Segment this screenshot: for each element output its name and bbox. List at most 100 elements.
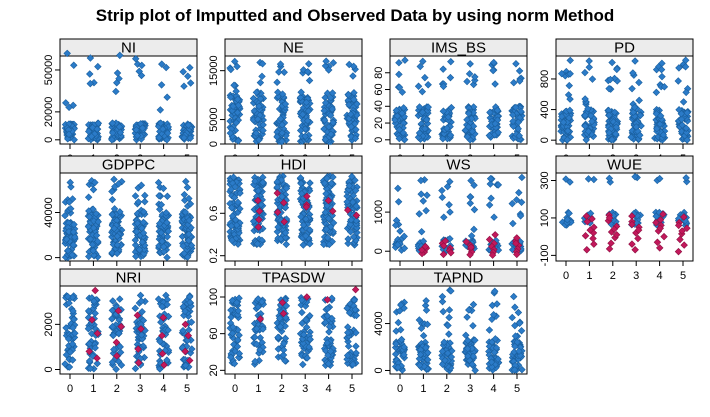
observed-point	[252, 88, 261, 97]
observed-point	[682, 124, 690, 132]
observed-point	[278, 121, 286, 129]
observed-point	[252, 340, 261, 348]
x-tick-label: 0	[563, 270, 569, 282]
chart-title: Strip plot of Imputted and Observed Data…	[95, 6, 615, 25]
observed-point	[326, 111, 335, 119]
imputed-point	[581, 231, 590, 240]
observed-point	[299, 360, 307, 369]
observed-point	[566, 56, 574, 65]
panel-strip-label: IMS_BS	[431, 40, 486, 57]
observed-point	[251, 357, 259, 366]
observed-point	[113, 241, 122, 249]
observed-point	[92, 210, 100, 218]
observed-point	[137, 331, 146, 339]
observed-point	[352, 342, 360, 350]
observed-point	[302, 315, 310, 324]
observed-point	[511, 332, 520, 340]
x-tick-label: 1	[586, 270, 592, 282]
observed-point	[588, 117, 596, 126]
observed-point	[135, 245, 144, 254]
observed-point	[188, 345, 196, 353]
observed-point	[447, 57, 455, 66]
observed-point	[108, 315, 116, 323]
observed-point	[493, 300, 501, 308]
x-tick-label: 1	[90, 383, 96, 395]
observed-point	[344, 239, 352, 248]
imputed-point	[656, 244, 664, 252]
observed-point	[660, 83, 669, 91]
panel-strip-label: HDI	[281, 157, 307, 174]
observed-point	[518, 173, 526, 182]
observed-point	[229, 323, 237, 331]
observed-point	[517, 198, 526, 206]
observed-point	[134, 198, 143, 206]
observed-point	[163, 356, 171, 364]
y-tick-label: 0	[373, 248, 385, 254]
observed-point	[682, 88, 690, 97]
observed-point	[351, 186, 360, 195]
observed-point	[69, 324, 77, 332]
imputed-point	[112, 338, 121, 347]
observed-point	[117, 132, 125, 140]
observed-point	[439, 307, 447, 316]
observed-point	[305, 343, 313, 351]
imputed-point	[628, 240, 636, 248]
observed-point	[275, 68, 283, 76]
observed-point	[301, 132, 309, 141]
observed-point	[517, 326, 526, 335]
observed-point	[489, 311, 498, 319]
observed-point	[186, 134, 195, 142]
observed-point	[156, 106, 165, 114]
observed-point	[259, 126, 267, 135]
observed-point	[515, 67, 524, 75]
observed-point	[87, 132, 96, 141]
observed-point	[256, 346, 264, 354]
observed-point	[299, 66, 308, 74]
observed-point	[511, 303, 519, 311]
observed-point	[392, 340, 400, 348]
observed-point	[517, 107, 525, 116]
observed-point	[350, 233, 358, 241]
observed-point	[636, 131, 644, 140]
observed-point	[656, 112, 665, 120]
observed-point	[116, 343, 124, 351]
observed-point	[344, 342, 353, 350]
observed-point	[400, 232, 408, 241]
imputed-point	[329, 207, 337, 215]
y-tick-label: 40	[373, 100, 385, 112]
observed-point	[343, 304, 351, 312]
imputed-point	[280, 218, 288, 226]
observed-point	[320, 116, 329, 124]
observed-point	[415, 129, 424, 137]
observed-point	[305, 76, 314, 85]
observed-point	[179, 67, 187, 76]
observed-point	[462, 331, 470, 340]
observed-point	[321, 318, 330, 327]
observed-point	[233, 342, 242, 351]
observed-point	[322, 190, 330, 198]
observed-point	[511, 321, 519, 330]
observed-point	[255, 102, 263, 110]
observed-point	[251, 177, 259, 185]
observed-point	[627, 133, 635, 141]
observed-point	[155, 192, 163, 200]
observed-point	[509, 219, 517, 228]
observed-point	[233, 298, 241, 307]
observed-point	[470, 181, 478, 190]
observed-point	[588, 75, 597, 83]
observed-point	[63, 235, 71, 243]
observed-point	[183, 183, 192, 192]
x-tick-label: 2	[610, 270, 616, 282]
observed-point	[94, 218, 102, 226]
observed-point	[92, 231, 101, 240]
observed-point	[159, 184, 168, 193]
panel-frame	[389, 285, 528, 375]
observed-point	[350, 95, 358, 104]
observed-point	[117, 177, 126, 186]
observed-point	[467, 232, 476, 240]
observed-point	[282, 184, 291, 193]
observed-point	[585, 57, 593, 65]
observed-point	[256, 94, 265, 103]
observed-point	[397, 301, 405, 309]
imputed-point	[133, 311, 142, 320]
